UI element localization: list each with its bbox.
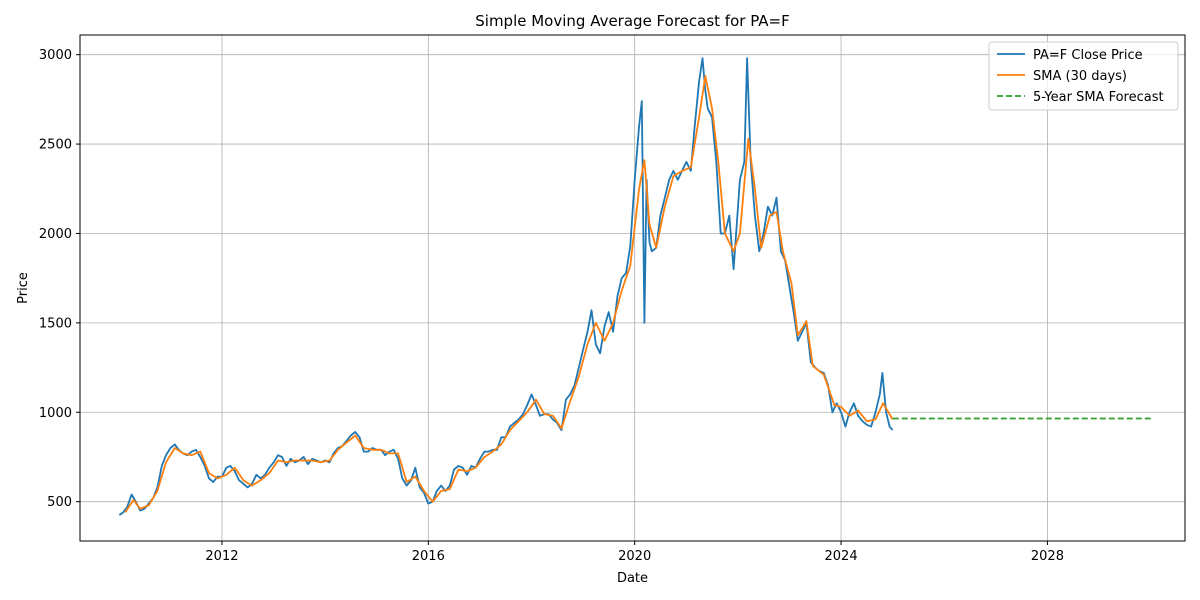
x-tick-label: 2016 <box>412 549 445 564</box>
x-tick-label: 2012 <box>205 549 238 564</box>
series-layer <box>118 57 1151 516</box>
y-tick-label: 1000 <box>39 406 72 421</box>
y-tick-label: 1500 <box>39 316 72 331</box>
sma-line <box>124 75 894 513</box>
legend-box <box>988 41 1179 111</box>
y-axis-label: Price <box>16 272 31 304</box>
axes-frame <box>79 34 1186 542</box>
x-axis-label: Date <box>617 571 648 586</box>
chart-title: Simple Moving Average Forecast for PA=F <box>475 12 790 30</box>
y-tick-label: 3000 <box>39 48 72 63</box>
x-tick-label: 2020 <box>618 549 651 564</box>
y-tick-label: 2000 <box>39 227 72 242</box>
legend-label-close: PA=F Close Price <box>1033 48 1143 63</box>
legend-label-forecast: 5-Year SMA Forecast <box>1033 90 1164 105</box>
x-tick-label: 2024 <box>825 549 858 564</box>
legend: PA=F Close Price SMA (30 days) 5-Year SM… <box>988 41 1179 111</box>
y-tick-label: 500 <box>47 495 72 510</box>
y-tick-label: 2500 <box>39 138 72 153</box>
axis-ticks: 2012 2016 2020 2024 2028 500 1000 1500 2000 2500 3… <box>39 48 1064 564</box>
x-tick-label: 2028 <box>1031 549 1064 564</box>
legend-label-sma: SMA (30 days) <box>1033 69 1127 84</box>
